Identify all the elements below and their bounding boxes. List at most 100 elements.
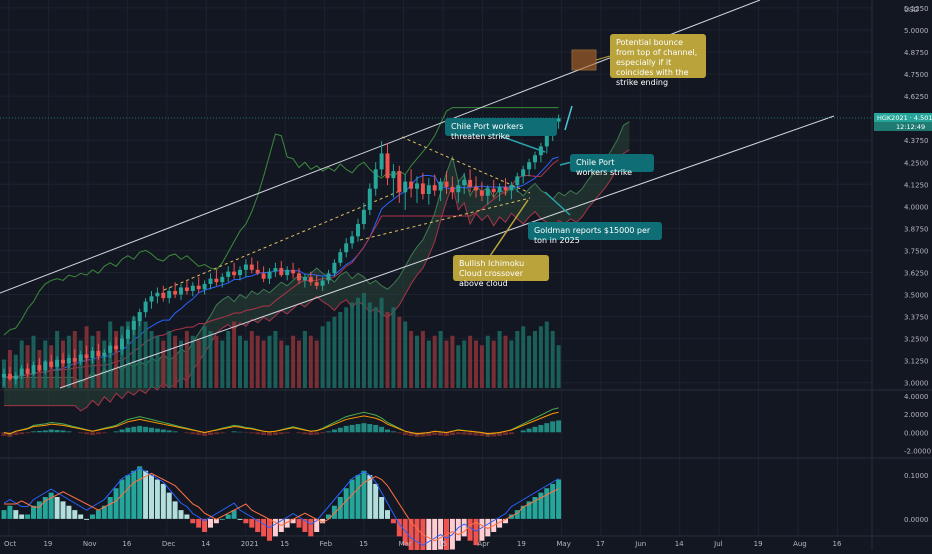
- x-tick-label: Oct: [4, 540, 16, 548]
- candle-body: [61, 360, 65, 364]
- osc-hist-bar: [379, 497, 384, 519]
- osc-hist-bar: [373, 484, 378, 519]
- volume-bar: [456, 345, 460, 388]
- volume-bar: [439, 331, 443, 388]
- osc-hist-bar: [120, 480, 125, 519]
- osc-hist-bar: [66, 506, 71, 519]
- macd-hist-bar: [326, 431, 331, 432]
- macd-hist-bar: [131, 427, 136, 432]
- candle-body: [256, 270, 260, 274]
- volume-bar: [533, 331, 537, 388]
- candle-body: [238, 270, 242, 275]
- annotation-bullish-ichimoku[interactable]: Bullish Ichimoku Cloud crossover above c…: [453, 255, 549, 281]
- macd-hist-bar: [344, 426, 349, 432]
- macd-hist-bar: [137, 426, 142, 432]
- macd-hist-bar: [96, 432, 101, 434]
- macd-hist-bar: [367, 424, 372, 432]
- volume-bar: [203, 326, 207, 388]
- last-price-badge: HGK2021 · 4.5010: [877, 114, 932, 122]
- annotation-goldman[interactable]: Goldman reports $15000 per ton in 2025: [528, 222, 662, 240]
- volume-bar: [557, 345, 561, 388]
- macd-hist-bar: [102, 432, 107, 433]
- volume-bar: [321, 326, 325, 388]
- volume-bar: [167, 331, 171, 388]
- volume-bar: [214, 336, 218, 388]
- macd-hist-bar: [190, 432, 195, 434]
- price-tick-label: 4.3750: [904, 137, 929, 145]
- volume-bar: [327, 322, 331, 389]
- volume-bar: [433, 336, 437, 388]
- volume-bar: [338, 312, 342, 388]
- volume-bar: [262, 341, 266, 389]
- volume-bar: [303, 331, 307, 388]
- macd-hist-bar: [114, 431, 119, 432]
- x-tick-label: Apr: [477, 540, 489, 548]
- candle-body: [79, 354, 83, 361]
- candle-body: [439, 182, 443, 191]
- candle-body: [226, 272, 230, 277]
- osc-hist-bar: [131, 471, 136, 519]
- osc-hist-bar: [25, 515, 30, 519]
- annotation-chile-threaten[interactable]: Chile Port workers threaten strike: [445, 118, 557, 136]
- macd-hist-bar: [297, 432, 302, 433]
- macd-hist-bar: [373, 425, 378, 432]
- osc-hist-bar: [220, 519, 225, 520]
- osc-hist-bar: [332, 506, 337, 519]
- osc-hist-bar: [391, 519, 396, 523]
- macd-hist-bar: [503, 432, 508, 435]
- macd-hist-bar: [267, 432, 272, 435]
- macd-hist-bar: [350, 425, 355, 432]
- volume-bar: [415, 336, 419, 388]
- macd-hist-bar: [66, 431, 71, 432]
- macd-tick-label: 4.0000: [904, 393, 929, 401]
- macd-tick-label: -2.0000: [904, 448, 931, 456]
- macd-hist-bar: [308, 432, 313, 435]
- x-tick-label: Jul: [713, 540, 723, 548]
- osc-hist-bar: [426, 519, 431, 550]
- macd-hist-bar: [149, 428, 154, 433]
- volume-bar: [380, 298, 384, 388]
- macd-hist-bar: [538, 425, 543, 432]
- candle-body: [409, 182, 413, 189]
- osc-hist-bar: [61, 501, 66, 519]
- volume-bar: [462, 341, 466, 389]
- note-pointer: [596, 56, 610, 60]
- price-tick-label: 3.2500: [904, 336, 929, 344]
- osc-hist-bar: [72, 510, 77, 519]
- price-tick-label: 4.8750: [904, 49, 929, 57]
- candle-body: [20, 369, 24, 376]
- candle-body: [415, 183, 419, 188]
- volume-bar: [450, 336, 454, 388]
- candle-body: [557, 118, 561, 122]
- annotation-potential-bounce[interactable]: Potential bounce from top of channel, es…: [610, 34, 706, 78]
- candle-body: [456, 185, 460, 192]
- macd-hist-bar: [232, 431, 237, 432]
- candle-body: [209, 279, 213, 284]
- osc-hist-bar: [31, 506, 36, 519]
- volume-bar: [403, 322, 407, 389]
- macd-hist-bar: [273, 432, 278, 435]
- osc-hist-bar: [90, 515, 95, 519]
- volume-bar: [232, 322, 236, 389]
- candle-body: [114, 346, 118, 350]
- macd-hist-bar: [196, 432, 201, 435]
- volume-bar: [250, 331, 254, 388]
- macd-hist-bar: [462, 432, 467, 434]
- candle-body: [67, 358, 71, 363]
- candle-body: [539, 146, 543, 155]
- volume-bar: [285, 345, 289, 388]
- candle-body: [32, 365, 36, 374]
- volume-bar: [409, 331, 413, 388]
- macd-pane: [2, 408, 562, 437]
- macd-hist-bar: [302, 432, 307, 434]
- volume-bar: [150, 331, 154, 388]
- x-tick-label: 15: [438, 540, 447, 548]
- macd-hist-bar: [220, 432, 225, 433]
- candle-body: [468, 180, 472, 187]
- macd-hist-bar: [37, 431, 42, 432]
- candle-body: [315, 282, 319, 286]
- annotation-chile-strike[interactable]: Chile Port workers strike: [570, 154, 654, 172]
- osc-hist-bar: [243, 519, 248, 523]
- candle-body: [421, 183, 425, 194]
